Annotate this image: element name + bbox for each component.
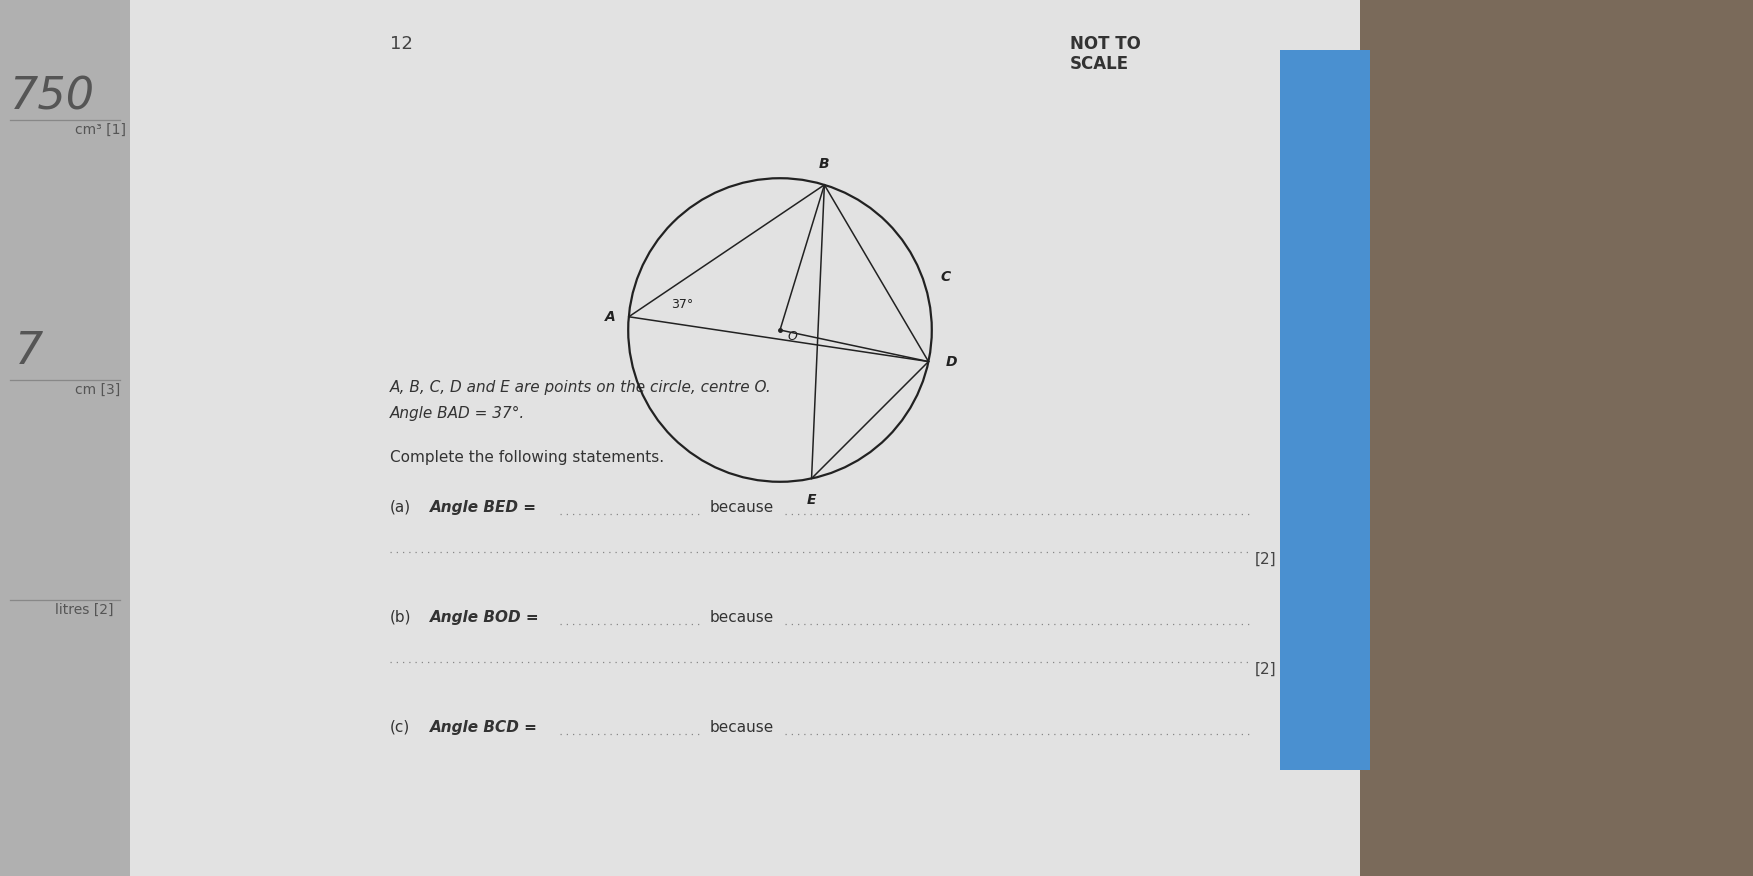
Text: C: C [941, 270, 950, 284]
Text: SCALE: SCALE [1069, 55, 1129, 73]
Text: (c): (c) [389, 720, 410, 735]
Text: litres [2]: litres [2] [54, 603, 114, 617]
Text: 7: 7 [16, 330, 44, 373]
Text: because: because [710, 610, 775, 625]
Text: Angle BCD =: Angle BCD = [429, 720, 538, 735]
Text: because: because [710, 500, 775, 515]
Text: (a): (a) [389, 500, 412, 515]
Bar [1280, 50, 1371, 770]
Text: [2]: [2] [1255, 662, 1276, 677]
Text: B: B [819, 157, 829, 171]
Bar [0, 0, 130, 876]
Text: Complete the following statements.: Complete the following statements. [389, 450, 664, 465]
Text: 750: 750 [11, 75, 95, 118]
Text: because: because [710, 720, 775, 735]
Text: A: A [605, 310, 615, 324]
Text: 37°: 37° [671, 298, 694, 311]
Bar [1360, 0, 1753, 876]
Text: (b): (b) [389, 610, 412, 625]
Text: E: E [806, 492, 817, 506]
Text: Angle BOD =: Angle BOD = [429, 610, 540, 625]
Text: cm [3]: cm [3] [75, 383, 121, 397]
Text: [2]: [2] [1255, 552, 1276, 567]
Text: NOT TO: NOT TO [1069, 35, 1141, 53]
Text: D: D [945, 355, 957, 369]
Text: cm³ [1]: cm³ [1] [75, 123, 126, 137]
Text: Angle BAD = 37°.: Angle BAD = 37°. [389, 406, 526, 421]
Text: A, B, C, D and E are points on the circle, centre O.: A, B, C, D and E are points on the circl… [389, 380, 771, 395]
Text: Angle BED =: Angle BED = [429, 500, 536, 515]
Text: O: O [787, 329, 798, 343]
Text: 12: 12 [389, 35, 414, 53]
Bar [130, 0, 1360, 876]
